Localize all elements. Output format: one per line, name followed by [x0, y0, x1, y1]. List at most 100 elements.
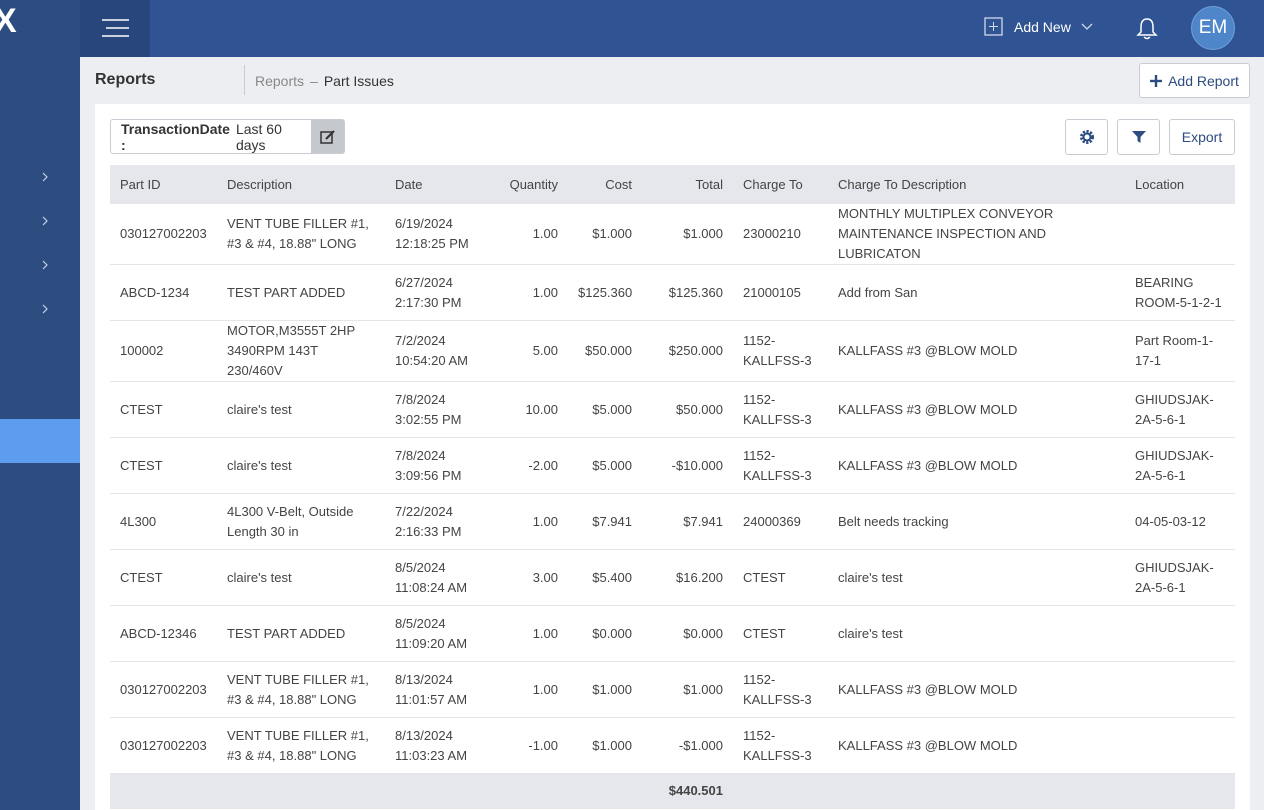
table-row[interactable]: CTEST claire's test 8/5/2024 11:08:24 AM 3.…: [110, 549, 1235, 606]
table-cell: Belt needs tracking: [828, 493, 1125, 550]
logo: X: [0, 2, 17, 40]
column-header: Part ID: [110, 165, 217, 204]
filter-label: TransactionDate :: [121, 120, 230, 153]
table-cell: TEST PART ADDED: [217, 264, 385, 321]
edit-filter[interactable]: [311, 120, 344, 153]
nav-item[interactable]: [40, 304, 50, 314]
nav-item[interactable]: [40, 216, 50, 226]
table-cell: 1.00: [487, 493, 568, 550]
filter-value: Last 60 days: [235, 120, 282, 153]
table-cell: 7/22/2024 2:16:33 PM: [385, 493, 487, 550]
breadcrumb: Reports – Part Issues: [255, 73, 394, 89]
table-cell: claire's test: [828, 549, 1125, 606]
table-cell: [1125, 605, 1235, 662]
header-row: Part ID Description Date Quantity Cost Total C…: [110, 165, 1235, 204]
notifications[interactable]: [1136, 16, 1158, 40]
table-cell: 8/5/2024 11:09:20 AM: [385, 605, 487, 662]
table-cell: [1125, 204, 1235, 265]
table-cell: 030127002203: [110, 204, 217, 265]
table-cell: KALLFASS #3 @BLOW MOLD: [828, 717, 1125, 774]
table-cell: 1152-KALLFSS-3: [733, 717, 828, 774]
topbar: Add New EM: [80, 0, 1264, 57]
table-cell: 8/13/2024 11:03:23 AM: [385, 717, 487, 774]
table-cell: $5.000: [568, 381, 642, 438]
active-nav-item[interactable]: [0, 419, 80, 463]
table-cell: 1.00: [487, 204, 568, 265]
table-cell: $7.941: [642, 493, 733, 550]
nav-item[interactable]: [40, 172, 50, 182]
filter-chip[interactable]: TransactionDate : Last 60 days: [110, 119, 345, 154]
table-cell: -2.00: [487, 437, 568, 494]
table-cell: ABCD-1234: [110, 264, 217, 321]
table-cell: KALLFASS #3 @BLOW MOLD: [828, 381, 1125, 438]
avatar[interactable]: EM: [1191, 6, 1235, 50]
add-report-button[interactable]: Add Report: [1139, 63, 1250, 98]
table-cell: 3.00: [487, 549, 568, 606]
table-cell: CTEST: [110, 381, 217, 438]
table-cell: CTEST: [110, 549, 217, 606]
table-cell: 030127002203: [110, 661, 217, 718]
table-row[interactable]: ABCD-12346 TEST PART ADDED 8/5/2024 11:09:…: [110, 605, 1235, 662]
table-cell: 7/8/2024 3:02:55 PM: [385, 381, 487, 438]
table-cell: $5.000: [568, 437, 642, 494]
add-new-button[interactable]: Add New: [984, 17, 1093, 37]
table-cell: [1125, 661, 1235, 718]
add-new-label: Add New: [1014, 19, 1071, 35]
table-row[interactable]: ABCD-1234 TEST PART ADDED 6/27/2024 2:17:3…: [110, 264, 1235, 321]
add-report-label: Add Report: [1168, 72, 1239, 89]
table-cell: 4L300: [110, 493, 217, 550]
column-header: Location: [1125, 165, 1235, 204]
table-cell: $7.941: [568, 493, 642, 550]
table-row[interactable]: 100002 MOTOR,M3555T 2HP 3490RPM 143T 230/…: [110, 320, 1235, 382]
table-cell: Part Room-1-17-1: [1125, 320, 1235, 382]
table-cell: KALLFASS #3 @BLOW MOLD: [828, 437, 1125, 494]
table-cell: $0.000: [642, 605, 733, 662]
table-cell: CTEST: [110, 437, 217, 494]
breadcrumb-link[interactable]: Reports: [255, 73, 305, 89]
table-cell: -$10.000: [642, 437, 733, 494]
table-row[interactable]: 030127002203 VENT TUBE FILLER #1, #3 & #4…: [110, 661, 1235, 718]
table-cell: $16.200: [642, 549, 733, 606]
table-cell: $125.360: [568, 264, 642, 321]
export-button[interactable]: Export: [1169, 119, 1235, 155]
table-cell: 030127002203: [110, 717, 217, 774]
table-cell: 1.00: [487, 264, 568, 321]
breadcrumb-separator: –: [310, 73, 318, 89]
table-cell: [1125, 717, 1235, 774]
export-label: Export: [1181, 129, 1223, 145]
table-cell: 4L300 V-Belt, Outside Length 30 in: [217, 493, 385, 550]
table-row[interactable]: 030127002203 VENT TUBE FILLER #1, #3 & #4…: [110, 717, 1235, 774]
table-cell: $1.000: [568, 204, 642, 265]
table-cell: $1.000: [642, 204, 733, 265]
settings-button[interactable]: [1065, 119, 1108, 155]
table-cell: 1152-KALLFSS-3: [733, 381, 828, 438]
table-cell: $50.000: [568, 320, 642, 382]
table-cell: 5.00: [487, 320, 568, 382]
nav-item[interactable]: [40, 260, 50, 270]
table-cell: 1.00: [487, 605, 568, 662]
column-header: Cost: [568, 165, 642, 204]
table-row[interactable]: CTEST claire's test 7/8/2024 3:09:56 PM -2.…: [110, 437, 1235, 494]
total-row: $440.501: [110, 773, 1235, 809]
column-header: Charge To Description: [828, 165, 1125, 204]
menu-button[interactable]: [80, 0, 150, 57]
total-spacer: [110, 773, 642, 809]
divider: [244, 65, 245, 95]
table-cell: CTEST: [733, 605, 828, 662]
table-cell: $0.000: [568, 605, 642, 662]
column-header: Quantity: [487, 165, 568, 204]
table-cell: -$1.000: [642, 717, 733, 774]
table-cell: GHIUDSJAK-2A-5-6-1: [1125, 549, 1235, 606]
table-row[interactable]: 030127002203 VENT TUBE FILLER #1, #3 & #4…: [110, 204, 1235, 265]
table-cell: 10.00: [487, 381, 568, 438]
filter-button[interactable]: [1117, 119, 1160, 155]
table-cell: 24000369: [733, 493, 828, 550]
table-cell: Add from San: [828, 264, 1125, 321]
table-cell: VENT TUBE FILLER #1, #3 & #4, 18.88" LON…: [217, 717, 385, 774]
table-row[interactable]: CTEST claire's test 7/8/2024 3:02:55 PM 10.…: [110, 381, 1235, 438]
table-row[interactable]: 4L300 4L300 V-Belt, Outside Length 30 in 7…: [110, 493, 1235, 550]
table-cell: 6/19/2024 12:18:25 PM: [385, 204, 487, 265]
table-cell: 1.00: [487, 661, 568, 718]
table-cell: BEARING ROOM-5-1-2-1: [1125, 264, 1235, 321]
breadcrumb-current: Part Issues: [323, 73, 394, 89]
